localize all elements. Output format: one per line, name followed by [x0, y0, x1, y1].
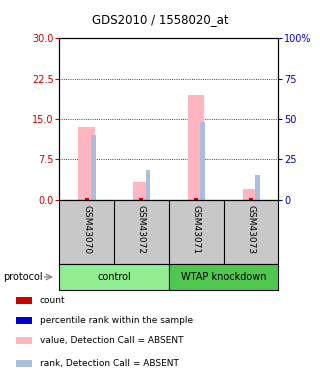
Bar	[85, 198, 89, 200]
Bar	[59, 264, 169, 290]
Bar	[249, 198, 253, 200]
Bar	[16, 297, 32, 304]
Bar	[140, 198, 143, 200]
Text: GSM43070: GSM43070	[82, 205, 91, 254]
Bar	[16, 337, 32, 344]
Text: GDS2010 / 1558020_at: GDS2010 / 1558020_at	[92, 13, 228, 26]
Text: rank, Detection Call = ABSENT: rank, Detection Call = ABSENT	[40, 358, 179, 368]
Bar	[78, 127, 95, 200]
Text: WTAP knockdown: WTAP knockdown	[181, 272, 266, 282]
Bar	[146, 170, 150, 200]
Bar	[91, 135, 96, 200]
Bar	[194, 198, 198, 200]
Bar	[188, 95, 204, 200]
Text: GSM43071: GSM43071	[192, 205, 201, 254]
Bar	[243, 189, 259, 200]
Text: count: count	[40, 296, 65, 305]
Bar	[200, 122, 205, 200]
Text: percentile rank within the sample: percentile rank within the sample	[40, 316, 193, 325]
Bar	[169, 264, 278, 290]
Text: protocol: protocol	[3, 272, 43, 282]
Text: control: control	[97, 272, 131, 282]
Text: value, Detection Call = ABSENT: value, Detection Call = ABSENT	[40, 336, 183, 345]
Bar	[133, 182, 150, 200]
Text: GSM43073: GSM43073	[246, 205, 255, 254]
Bar	[255, 176, 260, 200]
Bar	[16, 317, 32, 324]
Text: GSM43072: GSM43072	[137, 205, 146, 254]
Bar	[16, 360, 32, 367]
